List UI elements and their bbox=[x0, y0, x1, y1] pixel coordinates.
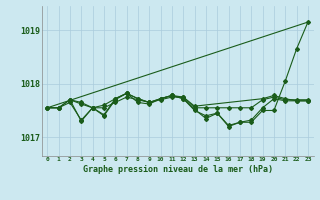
X-axis label: Graphe pression niveau de la mer (hPa): Graphe pression niveau de la mer (hPa) bbox=[83, 165, 273, 174]
